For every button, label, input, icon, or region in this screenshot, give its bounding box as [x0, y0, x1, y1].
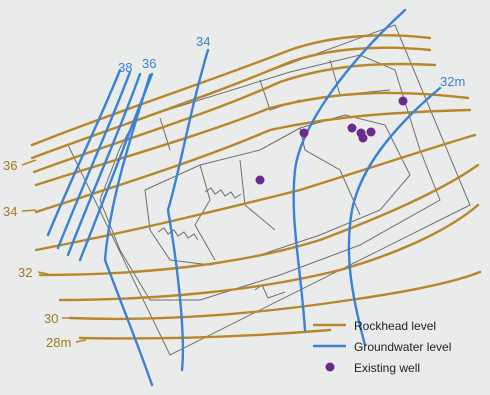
rockhead-contour [32, 62, 437, 174]
rockhead-contour [58, 203, 480, 302]
rockhead-contour [34, 108, 472, 214]
groundwater-label-32m: 32m [440, 74, 465, 89]
legend-well-swatch [325, 362, 335, 372]
legend-rockhead-label: Rockhead level [354, 319, 436, 333]
well-marker [356, 128, 366, 138]
well-marker [299, 128, 309, 138]
groundwater-label-36: 36 [142, 56, 156, 71]
groundwater-contour [56, 70, 132, 250]
zigzag-detail [157, 227, 199, 241]
rockhead-contours [30, 34, 482, 340]
building-outline [99, 54, 441, 301]
well-marker [255, 175, 265, 185]
groundwater-labels: 38 36 34 32m [118, 34, 465, 89]
groundwater-label-34: 34 [196, 34, 210, 49]
groundwater-contour [166, 48, 210, 372]
rockhead-labels: 36 34 32 30 28m [3, 158, 87, 350]
groundwater-contour [46, 68, 122, 237]
existing-wells [255, 96, 408, 185]
groundwater-contour [66, 72, 142, 257]
rockhead-contour [34, 133, 477, 252]
well-marker [398, 96, 408, 106]
label-leader [75, 339, 87, 343]
label-leader [21, 159, 37, 166]
rockhead-label-28m: 28m [46, 335, 71, 350]
well-marker [366, 127, 376, 137]
label-leader [21, 209, 37, 212]
legend: Rockhead level Groundwater level Existin… [313, 319, 451, 375]
rockhead-contour [30, 46, 432, 160]
rockhead-label-32: 32 [18, 265, 32, 280]
rockhead-contour [38, 163, 480, 277]
groundwater-contour [347, 86, 442, 347]
rockhead-label-34: 34 [3, 204, 17, 219]
groundwater-label-38: 38 [118, 60, 132, 75]
rockhead-label-36: 36 [3, 158, 17, 173]
groundwater-contour [103, 73, 154, 387]
zigzag-detail [204, 187, 242, 199]
well-marker [347, 123, 357, 133]
rockhead-contour [78, 328, 332, 340]
groundwater-contours [46, 8, 442, 387]
groundwater-contour [292, 8, 407, 332]
rockhead-label-30: 30 [44, 311, 58, 326]
rockhead-contour [68, 270, 482, 321]
rockhead-contour [34, 91, 470, 187]
label-leader [37, 271, 49, 275]
legend-well-label: Existing well [354, 361, 420, 375]
site-outline [67, 24, 471, 356]
site-boundary [67, 24, 471, 356]
building-partition [194, 127, 361, 261]
rockhead-contour [30, 34, 432, 147]
legend-groundwater-label: Groundwater level [354, 340, 451, 354]
building-notch [254, 284, 286, 299]
